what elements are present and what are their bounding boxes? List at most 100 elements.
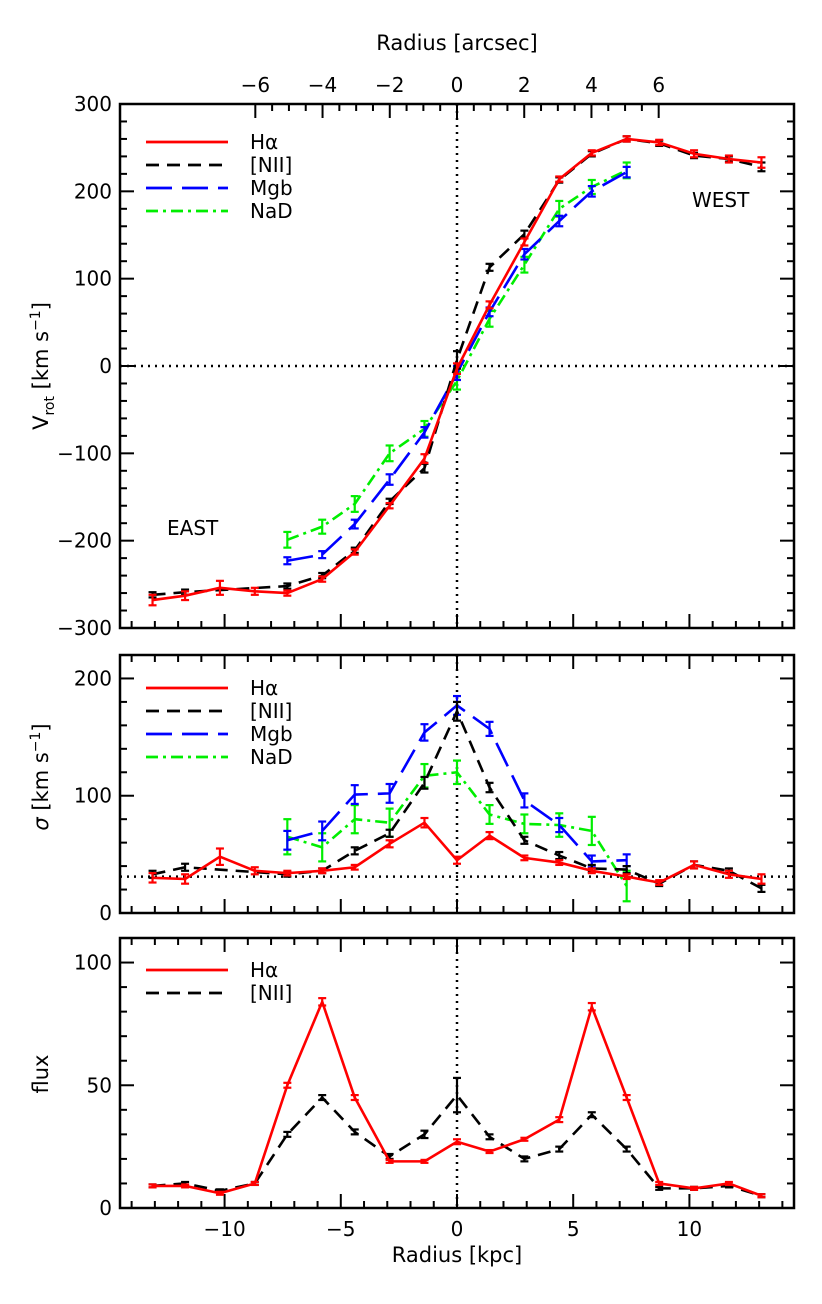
x-axis-label: Radius [kpc] (392, 1243, 523, 1267)
data-point-nii (420, 775, 429, 790)
data-point-ha (520, 1136, 529, 1142)
series-ha (148, 997, 766, 1199)
y-tick-label: 0 (99, 901, 112, 925)
data-point-nii (283, 582, 292, 590)
data-point-ha (520, 237, 529, 247)
data-point-nii (181, 862, 190, 872)
data-point-mgb (587, 184, 596, 198)
dispersion-y-axis-label: σ [km s−1] (28, 723, 53, 830)
data-point-ha (181, 873, 190, 885)
legend-label-nad: NaD (250, 745, 293, 769)
data-point-ha (757, 1193, 766, 1199)
data-point-mgb (555, 214, 564, 228)
data-point-ha (283, 869, 292, 877)
data-point-ha (655, 1180, 664, 1187)
top-axis-label: Radius [arcsec] (376, 31, 537, 55)
data-point-mgb (350, 784, 359, 806)
data-point-ha (485, 300, 494, 310)
data-point-ha (690, 1185, 699, 1191)
data-point-ha (181, 1183, 190, 1189)
axes: 0 50 100 −10 −5 0 5 10 (74, 936, 796, 1241)
data-point-nii (485, 262, 494, 272)
top-axis-ticks: −6 −4 −2 0 2 4 6 (241, 73, 665, 97)
data-point-ha (655, 879, 664, 886)
top-tick-label: −4 (308, 73, 337, 97)
rotation-y-axis-label: Vrot [km s−1] (28, 302, 58, 430)
axes: −300 −200 −100 0 100 200 300 (57, 92, 796, 640)
data-point-nii (385, 828, 394, 838)
data-point-ha (724, 154, 733, 164)
data-point-nii (520, 1155, 529, 1163)
data-point-nad (587, 815, 596, 847)
data-point-ha (757, 156, 766, 169)
top-tick-label: 6 (652, 73, 665, 97)
legend-label-ha: Hα (250, 958, 278, 982)
data-point-ha (453, 362, 461, 375)
data-point-nad (350, 495, 359, 513)
data-point-ha (453, 1138, 461, 1146)
y-tick-label: −200 (57, 529, 112, 553)
data-point-ha (420, 816, 429, 829)
data-point-ha (215, 579, 224, 596)
data-point-ha (215, 1190, 224, 1196)
y-tick-label: 300 (74, 92, 112, 116)
legend-label-mgb: Mgb (250, 176, 293, 200)
data-point-ha (181, 590, 190, 602)
data-point-ha (420, 453, 429, 465)
y-tick-label: 0 (99, 1196, 112, 1220)
series-nii (148, 1076, 766, 1199)
data-point-ha (690, 860, 699, 870)
data-point-mgb (555, 816, 564, 834)
data-point-ha (250, 586, 259, 596)
y-tick-label: 50 (87, 1073, 112, 1097)
data-point-ha (587, 867, 596, 875)
data-point-mgb (318, 550, 327, 560)
data-point-ha (215, 847, 224, 867)
data-point-ha (655, 138, 664, 147)
data-point-nii (453, 1076, 461, 1114)
x-tick-label: −5 (326, 1217, 355, 1241)
data-point-mgb (283, 829, 292, 851)
data-point-ha (622, 1093, 631, 1102)
data-point-nad (318, 518, 327, 535)
y-tick-label: 200 (74, 666, 112, 690)
y-tick-label: 200 (74, 179, 112, 203)
data-point-mgb (485, 720, 494, 738)
data-point-ha (555, 1116, 564, 1124)
data-point-ha (724, 869, 733, 879)
data-point-nii (622, 864, 631, 875)
data-point-nii (283, 1130, 292, 1138)
data-point-ha (250, 1180, 259, 1187)
data-point-ha (385, 839, 394, 849)
y-tick-label: 100 (74, 267, 112, 291)
data-point-ha (587, 1001, 596, 1012)
data-point-ha (555, 859, 564, 867)
west-label: WEST (692, 188, 750, 212)
data-point-ha (485, 830, 494, 841)
data-point-ha (555, 175, 564, 183)
data-point-nad (520, 813, 529, 835)
data-point-nii (485, 1133, 494, 1141)
x-tick-label: 0 (451, 1217, 464, 1241)
top-tick-label: −2 (375, 73, 404, 97)
data-point-nii (757, 883, 766, 893)
data-point-ha (622, 135, 631, 143)
top-tick-label: −6 (241, 73, 270, 97)
data-point-nii (453, 700, 461, 722)
data-point-nad (283, 530, 292, 549)
data-point-nii (587, 1111, 596, 1119)
data-point-mgb (385, 782, 394, 804)
y-tick-label: 100 (74, 784, 112, 808)
data-point-ha (453, 855, 461, 865)
top-tick-label: 2 (518, 73, 531, 97)
data-point-nad (485, 804, 494, 825)
data-point-ha (283, 1081, 292, 1089)
data-point-ha (148, 593, 157, 607)
data-point-nii (420, 1129, 429, 1140)
legend-label-ha: Hα (250, 130, 278, 154)
data-point-ha (724, 1180, 733, 1187)
x-tick-label: 10 (677, 1217, 702, 1241)
